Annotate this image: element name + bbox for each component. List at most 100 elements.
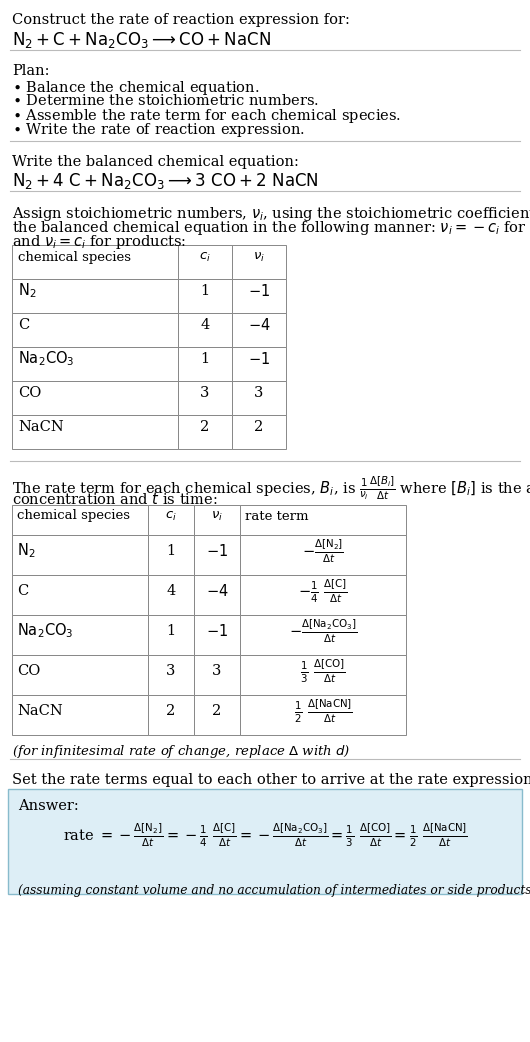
Bar [148, 535, 194, 575]
Bar [148, 655, 194, 695]
Bar [12, 245, 178, 279]
Text: The rate term for each chemical species, $B_i$, is $\frac{1}{\nu_i}\frac{\Delta[: The rate term for each chemical species,… [12, 475, 530, 502]
Bar [232, 313, 286, 347]
Text: $\frac{1}{3}\ \frac{\Delta[\mathrm{CO}]}{\Delta t}$: $\frac{1}{3}\ \frac{\Delta[\mathrm{CO}]}… [301, 658, 346, 685]
Text: and $\nu_i = c_i$ for products:: and $\nu_i = c_i$ for products: [12, 233, 187, 251]
Text: $-\frac{\Delta[\mathrm{Na_2CO_3}]}{\Delta t}$: $-\frac{\Delta[\mathrm{Na_2CO_3}]}{\Delt… [289, 617, 357, 645]
Text: rate $= -\frac{\Delta[\mathrm{N_2}]}{\Delta t}= -\frac{1}{4}\ \frac{\Delta[\math: rate $= -\frac{\Delta[\mathrm{N_2}]}{\De… [63, 822, 467, 849]
Bar [12, 615, 148, 655]
Bar [148, 505, 194, 535]
Text: $\mathrm{N_2}$: $\mathrm{N_2}$ [18, 281, 37, 300]
Bar [240, 505, 406, 535]
Text: $-1$: $-1$ [206, 623, 228, 639]
Text: 2: 2 [200, 420, 210, 435]
Text: $\mathrm{Na_2CO_3}$: $\mathrm{Na_2CO_3}$ [18, 350, 75, 369]
Text: $\mathrm{N_2 + 4\ C + Na_2CO_3 \longrightarrow 3\ CO + 2\ NaCN}$: $\mathrm{N_2 + 4\ C + Na_2CO_3 \longrigh… [12, 171, 319, 191]
Bar [148, 575, 194, 615]
Bar [232, 245, 286, 279]
Text: Write the balanced chemical equation:: Write the balanced chemical equation: [12, 155, 299, 169]
Text: $-4$: $-4$ [206, 584, 228, 599]
Bar [148, 615, 194, 655]
Text: concentration and $t$ is time:: concentration and $t$ is time: [12, 491, 217, 507]
Bar [12, 535, 148, 575]
Text: rate term: rate term [245, 510, 308, 522]
Text: $-4$: $-4$ [248, 317, 270, 333]
Bar [12, 575, 148, 615]
Text: $c_i$: $c_i$ [199, 250, 211, 264]
Bar [240, 615, 406, 655]
Bar [12, 695, 148, 735]
Text: CO: CO [18, 386, 41, 400]
Text: Construct the rate of reaction expression for:: Construct the rate of reaction expressio… [12, 13, 350, 27]
Text: $-\frac{\Delta[\mathrm{N_2}]}{\Delta t}$: $-\frac{\Delta[\mathrm{N_2}]}{\Delta t}$ [302, 538, 344, 565]
Bar [178, 347, 232, 381]
Bar [12, 279, 178, 313]
Text: 1: 1 [166, 544, 175, 559]
Text: $\bullet$ Balance the chemical equation.: $\bullet$ Balance the chemical equation. [12, 79, 259, 97]
Bar [178, 245, 232, 279]
Text: 3: 3 [254, 386, 264, 400]
Bar [178, 381, 232, 415]
Bar [12, 415, 178, 449]
Text: $\nu_i$: $\nu_i$ [211, 510, 223, 522]
Text: $-\frac{1}{4}\ \frac{\Delta[\mathrm{C}]}{\Delta t}$: $-\frac{1}{4}\ \frac{\Delta[\mathrm{C}]}… [298, 577, 348, 604]
Text: $\bullet$ Determine the stoichiometric numbers.: $\bullet$ Determine the stoichiometric n… [12, 93, 319, 108]
Bar [194, 615, 240, 655]
Text: Set the rate terms equal to each other to arrive at the rate expression:: Set the rate terms equal to each other t… [12, 773, 530, 787]
Bar [194, 695, 240, 735]
Text: 1: 1 [200, 352, 209, 366]
Bar [232, 415, 286, 449]
FancyBboxPatch shape [8, 789, 522, 894]
Text: $\mathrm{N_2 + C + Na_2CO_3 \longrightarrow CO + NaCN}$: $\mathrm{N_2 + C + Na_2CO_3 \longrightar… [12, 30, 271, 50]
Text: Assign stoichiometric numbers, $\nu_i$, using the stoichiometric coefficients, $: Assign stoichiometric numbers, $\nu_i$, … [12, 205, 530, 223]
Bar [232, 279, 286, 313]
Bar [12, 505, 148, 535]
Bar [240, 695, 406, 735]
Bar [12, 347, 178, 381]
Text: 3: 3 [213, 664, 222, 678]
Text: NaCN: NaCN [17, 704, 63, 718]
Text: Plan:: Plan: [12, 64, 49, 78]
Text: 4: 4 [166, 584, 175, 598]
Text: (for infinitesimal rate of change, replace $\Delta$ with $d$): (for infinitesimal rate of change, repla… [12, 743, 350, 760]
Text: NaCN: NaCN [18, 420, 64, 435]
Text: $-1$: $-1$ [248, 351, 270, 367]
Text: $c_i$: $c_i$ [165, 510, 177, 522]
Text: the balanced chemical equation in the following manner: $\nu_i = -c_i$ for react: the balanced chemical equation in the fo… [12, 219, 530, 237]
Text: (assuming constant volume and no accumulation of intermediates or side products): (assuming constant volume and no accumul… [18, 884, 530, 897]
Text: 1: 1 [166, 624, 175, 638]
Bar [232, 381, 286, 415]
Text: 3: 3 [200, 386, 210, 400]
Text: 2: 2 [254, 420, 263, 435]
Text: $\bullet$ Assemble the rate term for each chemical species.: $\bullet$ Assemble the rate term for eac… [12, 107, 401, 125]
Bar [12, 313, 178, 347]
Bar [178, 415, 232, 449]
Text: 1: 1 [200, 284, 209, 298]
Text: $\mathrm{Na_2CO_3}$: $\mathrm{Na_2CO_3}$ [17, 622, 74, 641]
Bar [194, 505, 240, 535]
Text: chemical species: chemical species [18, 250, 131, 264]
Text: C: C [17, 584, 28, 598]
Text: 3: 3 [166, 664, 175, 678]
Text: 2: 2 [166, 704, 175, 718]
Bar [240, 575, 406, 615]
Text: $-1$: $-1$ [248, 283, 270, 299]
Bar [12, 655, 148, 695]
Bar [194, 575, 240, 615]
Text: chemical species: chemical species [17, 510, 130, 522]
Bar [148, 695, 194, 735]
Bar [232, 347, 286, 381]
Text: 4: 4 [200, 318, 210, 332]
Bar [194, 655, 240, 695]
Text: $\frac{1}{2}\ \frac{\Delta[\mathrm{NaCN}]}{\Delta t}$: $\frac{1}{2}\ \frac{\Delta[\mathrm{NaCN}… [294, 697, 352, 725]
Text: $\mathrm{N_2}$: $\mathrm{N_2}$ [17, 542, 36, 561]
Text: C: C [18, 318, 29, 332]
Bar [178, 313, 232, 347]
Text: CO: CO [17, 664, 40, 678]
Text: 2: 2 [213, 704, 222, 718]
Bar [178, 279, 232, 313]
Bar [194, 535, 240, 575]
Text: $-1$: $-1$ [206, 543, 228, 559]
Text: $\nu_i$: $\nu_i$ [253, 250, 265, 264]
Bar [240, 655, 406, 695]
